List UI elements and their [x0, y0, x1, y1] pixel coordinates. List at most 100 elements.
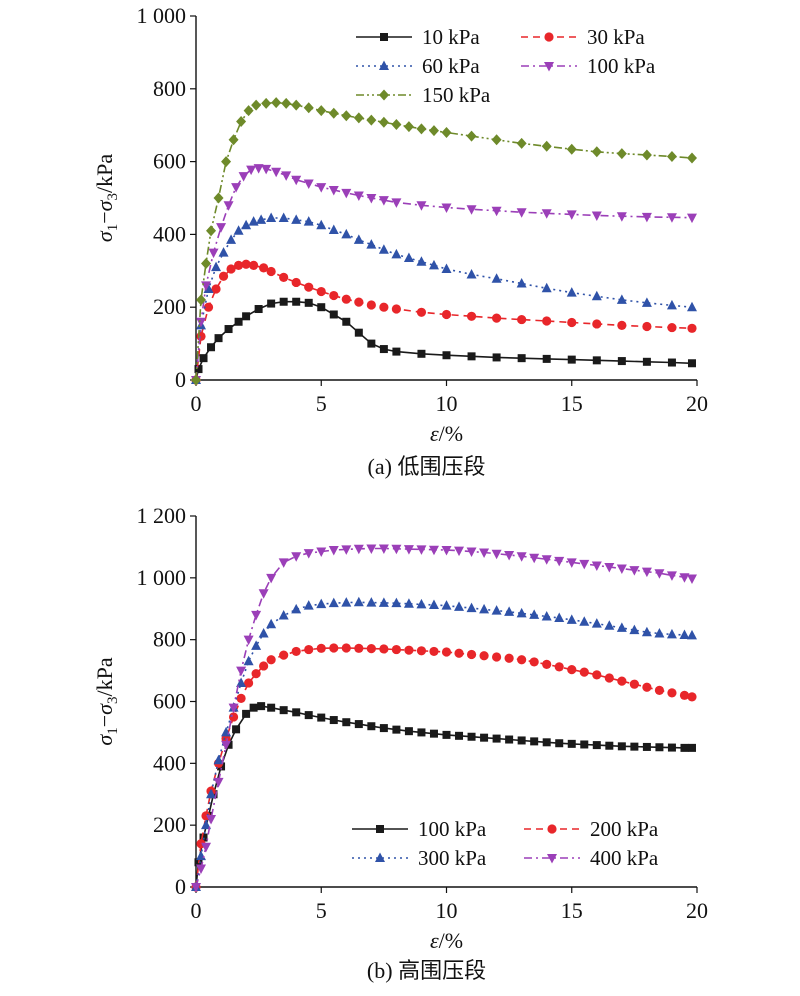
- data-point: [211, 284, 221, 294]
- data-point: [248, 216, 259, 226]
- data-point: [253, 164, 264, 174]
- y-tick-label: 800: [153, 76, 186, 101]
- data-point: [328, 185, 339, 196]
- series-10-kpa: [192, 297, 696, 384]
- data-point: [403, 598, 414, 608]
- data-point: [206, 788, 217, 799]
- series-line: [195, 167, 693, 381]
- data-point: [281, 171, 292, 181]
- data-point: [554, 612, 565, 623]
- data-point: [654, 569, 665, 579]
- data-point: [367, 722, 376, 731]
- data-point: [221, 740, 232, 751]
- y-tick-label: 200: [153, 812, 186, 837]
- data-point: [218, 247, 229, 257]
- legend-label: 30 kPa: [587, 25, 645, 49]
- legend-label: 100 kPa: [418, 817, 487, 841]
- data-point: [261, 97, 272, 109]
- data-point: [604, 673, 614, 683]
- data-point: [654, 685, 665, 695]
- x-axis-label: ε/%: [430, 421, 463, 446]
- data-point: [491, 134, 502, 146]
- data-point: [317, 303, 326, 312]
- data-point: [530, 737, 539, 746]
- data-point: [686, 213, 697, 224]
- data-point: [279, 650, 289, 660]
- data-point: [328, 224, 339, 235]
- data-point: [244, 678, 254, 688]
- data-point: [199, 354, 208, 363]
- x-tick-label: 5: [316, 391, 327, 416]
- data-point: [592, 319, 602, 329]
- data-point: [667, 743, 676, 752]
- data-point: [233, 260, 244, 270]
- data-point: [257, 702, 266, 711]
- data-point: [655, 743, 664, 752]
- data-point: [492, 313, 502, 323]
- data-point: [226, 264, 236, 274]
- x-axis-label: ε/%: [430, 928, 463, 953]
- data-point: [228, 134, 239, 146]
- data-point: [304, 298, 313, 307]
- data-point: [541, 140, 552, 152]
- data-point: [504, 606, 515, 616]
- data-point: [642, 682, 652, 692]
- data-point: [616, 212, 627, 222]
- data-point: [191, 883, 201, 893]
- data-point: [686, 629, 697, 640]
- y-tick-label: 1 000: [137, 3, 187, 28]
- data-point: [261, 164, 272, 175]
- data-point: [491, 206, 502, 217]
- data-point: [199, 833, 208, 842]
- legend-marker: [379, 89, 389, 101]
- data-point: [642, 357, 651, 366]
- x-tick-label: 20: [686, 898, 708, 923]
- data-point: [616, 148, 627, 160]
- x-tick-label: 0: [191, 898, 202, 923]
- data-point: [241, 259, 251, 269]
- data-point: [271, 97, 282, 109]
- data-point: [196, 294, 207, 306]
- legend-marker: [544, 62, 554, 72]
- data-point: [567, 665, 577, 675]
- data-point: [416, 123, 427, 135]
- data-point: [353, 191, 364, 201]
- data-point: [641, 297, 652, 307]
- data-point: [517, 655, 527, 665]
- data-point: [251, 99, 262, 111]
- data-point: [392, 347, 401, 356]
- data-point: [243, 105, 254, 117]
- data-point: [196, 331, 206, 341]
- data-point: [233, 225, 244, 235]
- data-point: [342, 317, 351, 326]
- data-point: [541, 610, 552, 621]
- data-point: [391, 644, 401, 655]
- data-point: [579, 559, 590, 570]
- data-point: [504, 653, 514, 663]
- data-point: [541, 282, 552, 293]
- x-tick-label: 15: [561, 898, 583, 923]
- data-point: [391, 198, 402, 208]
- data-point: [391, 304, 401, 314]
- y-tick-label: 600: [153, 689, 186, 714]
- data-point: [517, 354, 526, 363]
- data-point: [267, 299, 276, 308]
- data-point: [291, 646, 301, 657]
- x-tick-label: 20: [686, 391, 708, 416]
- data-point: [417, 349, 426, 358]
- data-point: [492, 652, 502, 662]
- data-point: [278, 558, 289, 568]
- data-point: [604, 620, 615, 630]
- data-point: [303, 179, 314, 189]
- data-point: [234, 317, 243, 326]
- data-point: [555, 739, 564, 748]
- data-point: [466, 547, 477, 558]
- data-point: [304, 644, 314, 655]
- data-point: [566, 614, 577, 624]
- data-point: [679, 573, 690, 583]
- data-point: [279, 706, 288, 715]
- data-point: [416, 598, 427, 609]
- data-point: [303, 549, 314, 559]
- legend-label: 400 kPa: [590, 846, 659, 870]
